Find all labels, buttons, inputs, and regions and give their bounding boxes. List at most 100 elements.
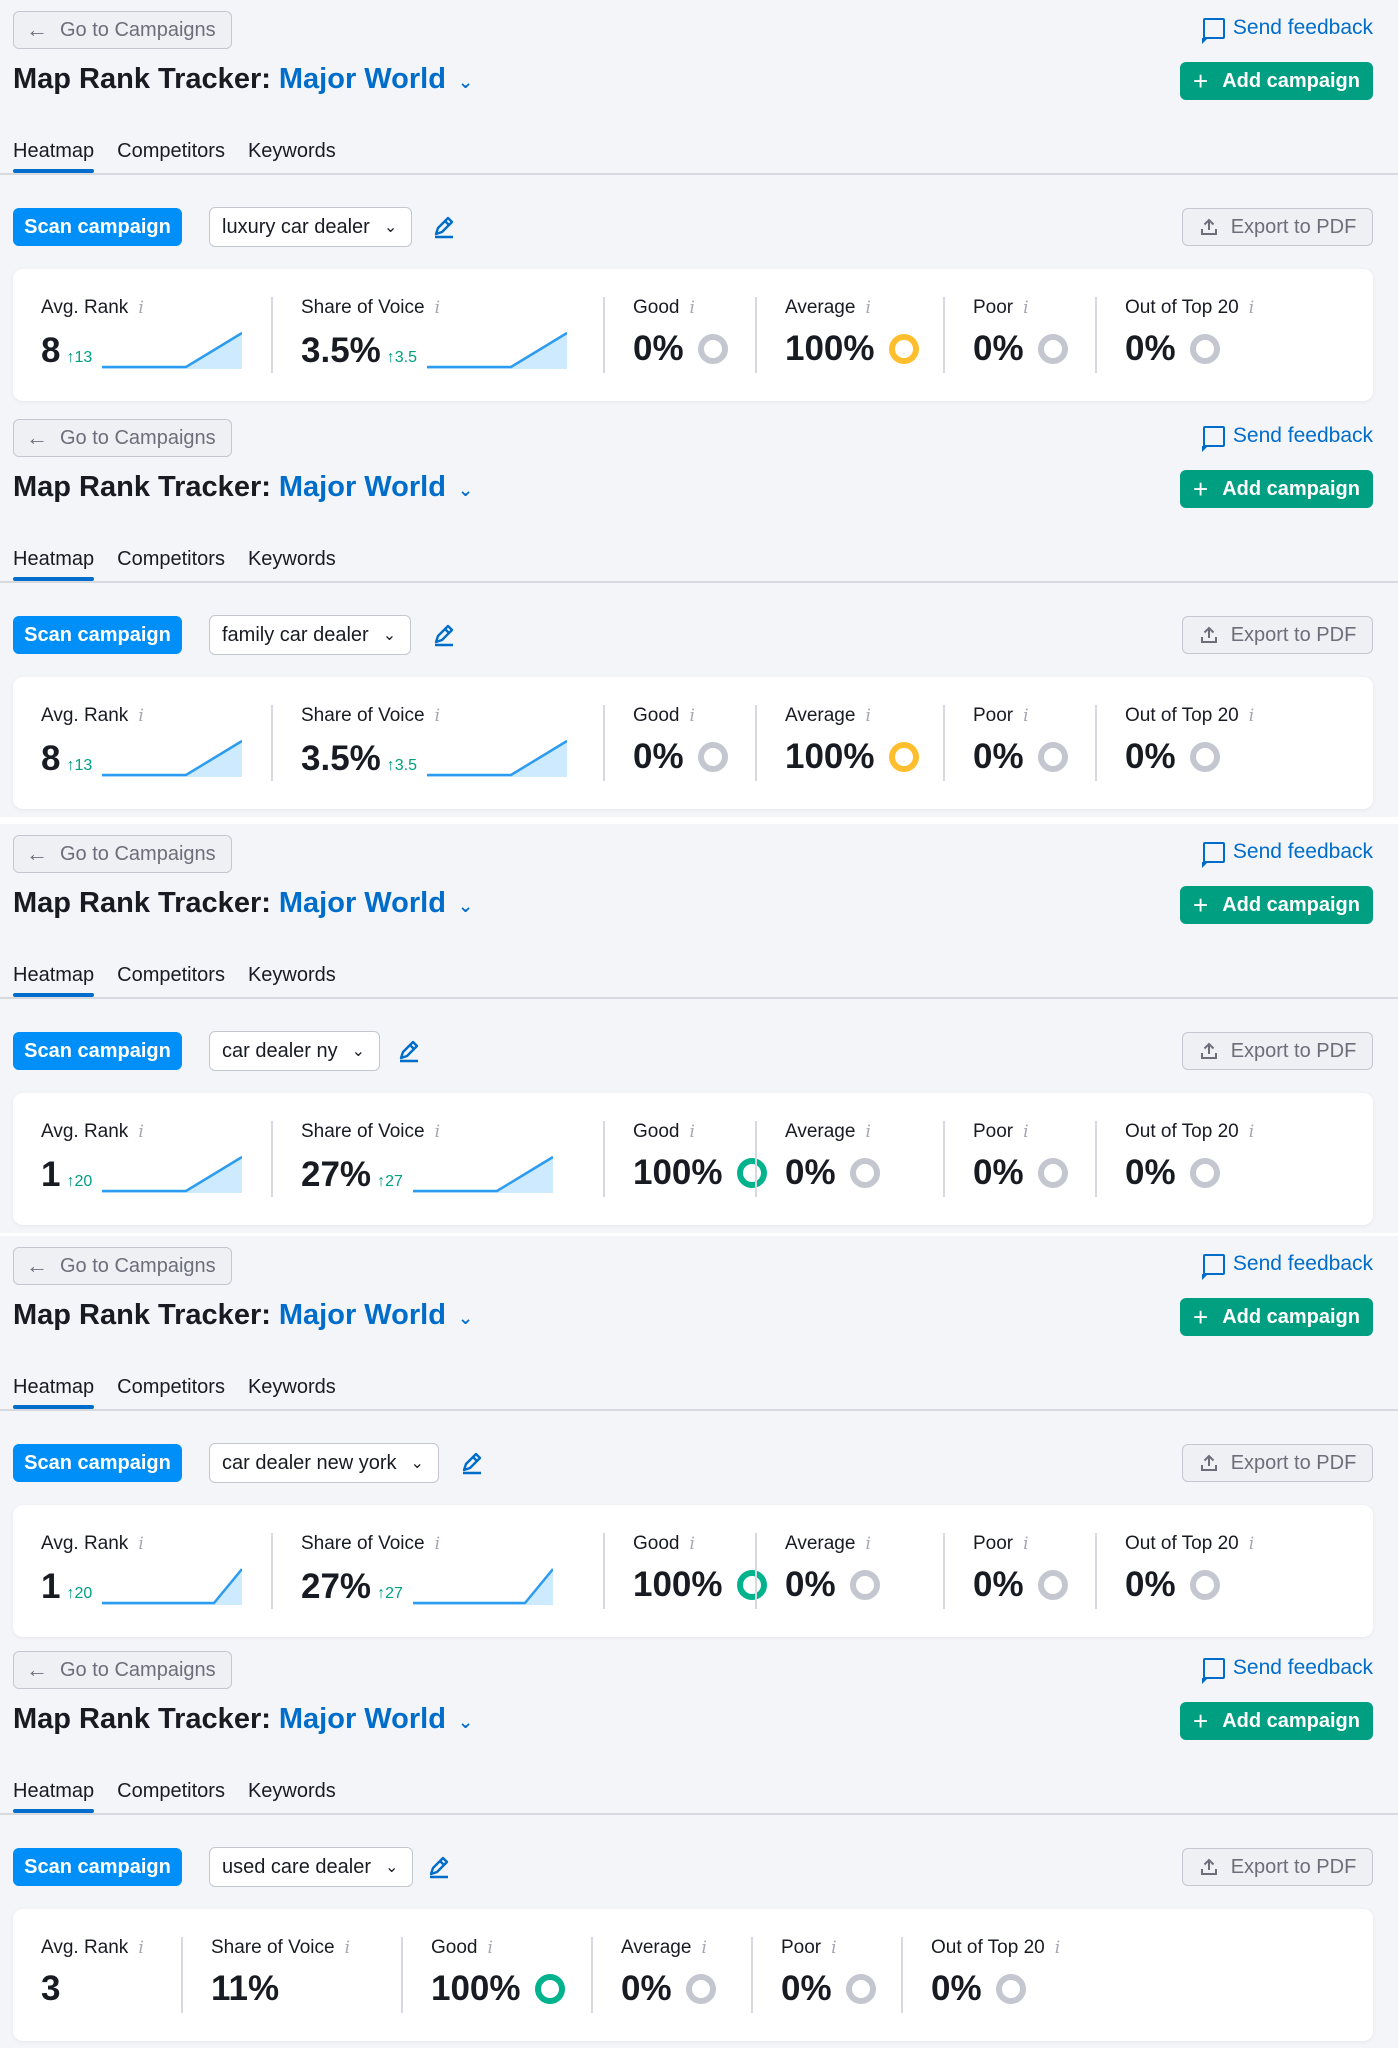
project-selector[interactable]: Major World ⌄ [279, 63, 473, 96]
average-label-text: Average [621, 1937, 692, 1958]
avg-rank-value: 8 [41, 330, 61, 370]
info-icon[interactable]: i [865, 706, 871, 726]
info-icon[interactable]: i [1248, 706, 1255, 726]
send-feedback-link[interactable]: Send feedback [1202, 16, 1373, 44]
info-icon[interactable]: i [1023, 1534, 1029, 1554]
info-icon[interactable]: i [138, 1534, 144, 1554]
export-pdf-label: Export to PDF [1230, 623, 1357, 646]
scan-campaign-button[interactable]: Scan campaign [13, 1032, 182, 1070]
keyword-select[interactable]: car dealer new york ⌄ [209, 1443, 439, 1483]
tab-keywords[interactable]: Keywords [247, 964, 336, 986]
keyword-select[interactable]: car dealer ny ⌄ [209, 1031, 381, 1071]
scan-campaign-button[interactable]: Scan campaign [13, 208, 182, 246]
info-icon[interactable]: i [689, 298, 695, 318]
project-name: Major World [278, 1299, 446, 1331]
go-to-campaigns-button[interactable]: ← Go to Campaigns [13, 1651, 232, 1689]
pencil-icon[interactable] [431, 621, 457, 647]
avg-rank-value-row: 1 ↑20 [41, 1567, 243, 1605]
export-pdf-button[interactable]: Export to PDF [1182, 1032, 1373, 1070]
export-pdf-button[interactable]: Export to PDF [1182, 1848, 1373, 1886]
chevron-down-icon: ⌄ [382, 627, 397, 644]
send-feedback-link[interactable]: Send feedback [1202, 1252, 1373, 1280]
tab-keywords[interactable]: Keywords [247, 1780, 336, 1802]
info-icon[interactable]: i [1248, 298, 1255, 318]
info-icon[interactable]: i [138, 298, 144, 318]
scan-campaign-button[interactable]: Scan campaign [13, 1444, 182, 1482]
go-to-campaigns-button[interactable]: ← Go to Campaigns [13, 835, 232, 873]
tab-competitors[interactable]: Competitors [117, 140, 225, 162]
go-to-campaigns-button[interactable]: ← Go to Campaigns [13, 1247, 232, 1285]
info-icon[interactable]: i [344, 1938, 351, 1958]
pencil-icon[interactable] [426, 1853, 452, 1879]
add-campaign-button[interactable]: + Add campaign [1180, 62, 1373, 100]
tab-heatmap[interactable]: Heatmap [13, 1780, 95, 1813]
info-icon[interactable]: i [1248, 1122, 1255, 1142]
info-icon[interactable]: i [434, 706, 441, 726]
info-icon[interactable]: i [434, 1534, 441, 1554]
export-pdf-button[interactable]: Export to PDF [1182, 616, 1373, 654]
tab-heatmap[interactable]: Heatmap [13, 140, 95, 173]
tab-keywords[interactable]: Keywords [247, 548, 336, 570]
tab-keywords[interactable]: Keywords [247, 1376, 336, 1398]
info-icon[interactable]: i [865, 1122, 871, 1142]
go-to-campaigns-button[interactable]: ← Go to Campaigns [13, 11, 232, 49]
info-icon[interactable]: i [1054, 1938, 1061, 1958]
info-icon[interactable]: i [487, 1938, 493, 1958]
tab-competitors[interactable]: Competitors [117, 1780, 225, 1802]
add-campaign-button[interactable]: + Add campaign [1180, 1702, 1373, 1740]
info-icon[interactable]: i [689, 1122, 695, 1142]
info-icon[interactable]: i [1248, 1534, 1255, 1554]
metric-divider [943, 297, 945, 373]
send-feedback-link[interactable]: Send feedback [1202, 1656, 1373, 1684]
info-icon[interactable]: i [1023, 298, 1029, 318]
info-icon[interactable]: i [689, 1534, 695, 1554]
project-selector[interactable]: Major World ⌄ [279, 887, 473, 920]
info-icon[interactable]: i [689, 706, 695, 726]
out-of-top-20-value-row: 0% [931, 1971, 1060, 2006]
project-selector[interactable]: Major World ⌄ [279, 1299, 473, 1332]
avg-rank-label-text: Avg. Rank [41, 1121, 129, 1142]
info-icon[interactable]: i [1023, 1122, 1029, 1142]
good-label: Good i [431, 1937, 565, 1959]
scan-campaign-button[interactable]: Scan campaign [13, 1848, 182, 1886]
pencil-icon[interactable] [396, 1037, 422, 1063]
info-icon[interactable]: i [138, 706, 144, 726]
info-icon[interactable]: i [138, 1122, 144, 1142]
export-pdf-button[interactable]: Export to PDF [1182, 1444, 1373, 1482]
add-campaign-button[interactable]: + Add campaign [1180, 886, 1373, 924]
go-to-campaigns-button[interactable]: ← Go to Campaigns [13, 419, 232, 457]
info-icon[interactable]: i [138, 1938, 144, 1958]
pencil-icon[interactable] [431, 213, 457, 239]
send-feedback-link[interactable]: Send feedback [1202, 424, 1373, 452]
info-icon[interactable]: i [701, 1938, 707, 1958]
pencil-icon[interactable] [459, 1449, 485, 1475]
info-icon[interactable]: i [865, 1534, 871, 1554]
avg-rank-sparkline-area [102, 333, 243, 369]
info-icon[interactable]: i [434, 1122, 441, 1142]
info-icon[interactable]: i [1023, 706, 1029, 726]
tab-competitors[interactable]: Competitors [117, 1376, 225, 1398]
page-title: Map Rank Tracker: Major World ⌄ [13, 471, 473, 504]
project-selector[interactable]: Major World ⌄ [279, 1703, 473, 1736]
project-selector[interactable]: Major World ⌄ [279, 471, 473, 504]
avg-rank-metric: Avg. Rank i 8 ↑13 [41, 705, 243, 777]
export-pdf-button[interactable]: Export to PDF [1182, 208, 1373, 246]
add-campaign-button[interactable]: + Add campaign [1180, 1298, 1373, 1336]
tab-heatmap[interactable]: Heatmap [13, 1376, 95, 1409]
tab-competitors[interactable]: Competitors [117, 964, 225, 986]
keyword-select[interactable]: used care dealer ⌄ [209, 1847, 414, 1887]
keyword-select[interactable]: family car dealer ⌄ [209, 615, 412, 655]
scan-campaign-button[interactable]: Scan campaign [13, 616, 182, 654]
tab-competitors[interactable]: Competitors [117, 548, 225, 570]
average-metric: Average i 0% [621, 1937, 716, 2006]
keyword-select[interactable]: luxury car dealer ⌄ [209, 207, 413, 247]
tab-keywords[interactable]: Keywords [247, 140, 336, 162]
info-icon[interactable]: i [434, 298, 441, 318]
send-feedback-link[interactable]: Send feedback [1202, 840, 1373, 868]
tab-heatmap[interactable]: Heatmap [13, 964, 95, 997]
tab-heatmap[interactable]: Heatmap [13, 548, 95, 581]
add-campaign-button[interactable]: + Add campaign [1180, 470, 1373, 508]
info-icon[interactable]: i [831, 1938, 837, 1958]
share-of-voice-label-text: Share of Voice [301, 1533, 425, 1554]
info-icon[interactable]: i [865, 298, 871, 318]
